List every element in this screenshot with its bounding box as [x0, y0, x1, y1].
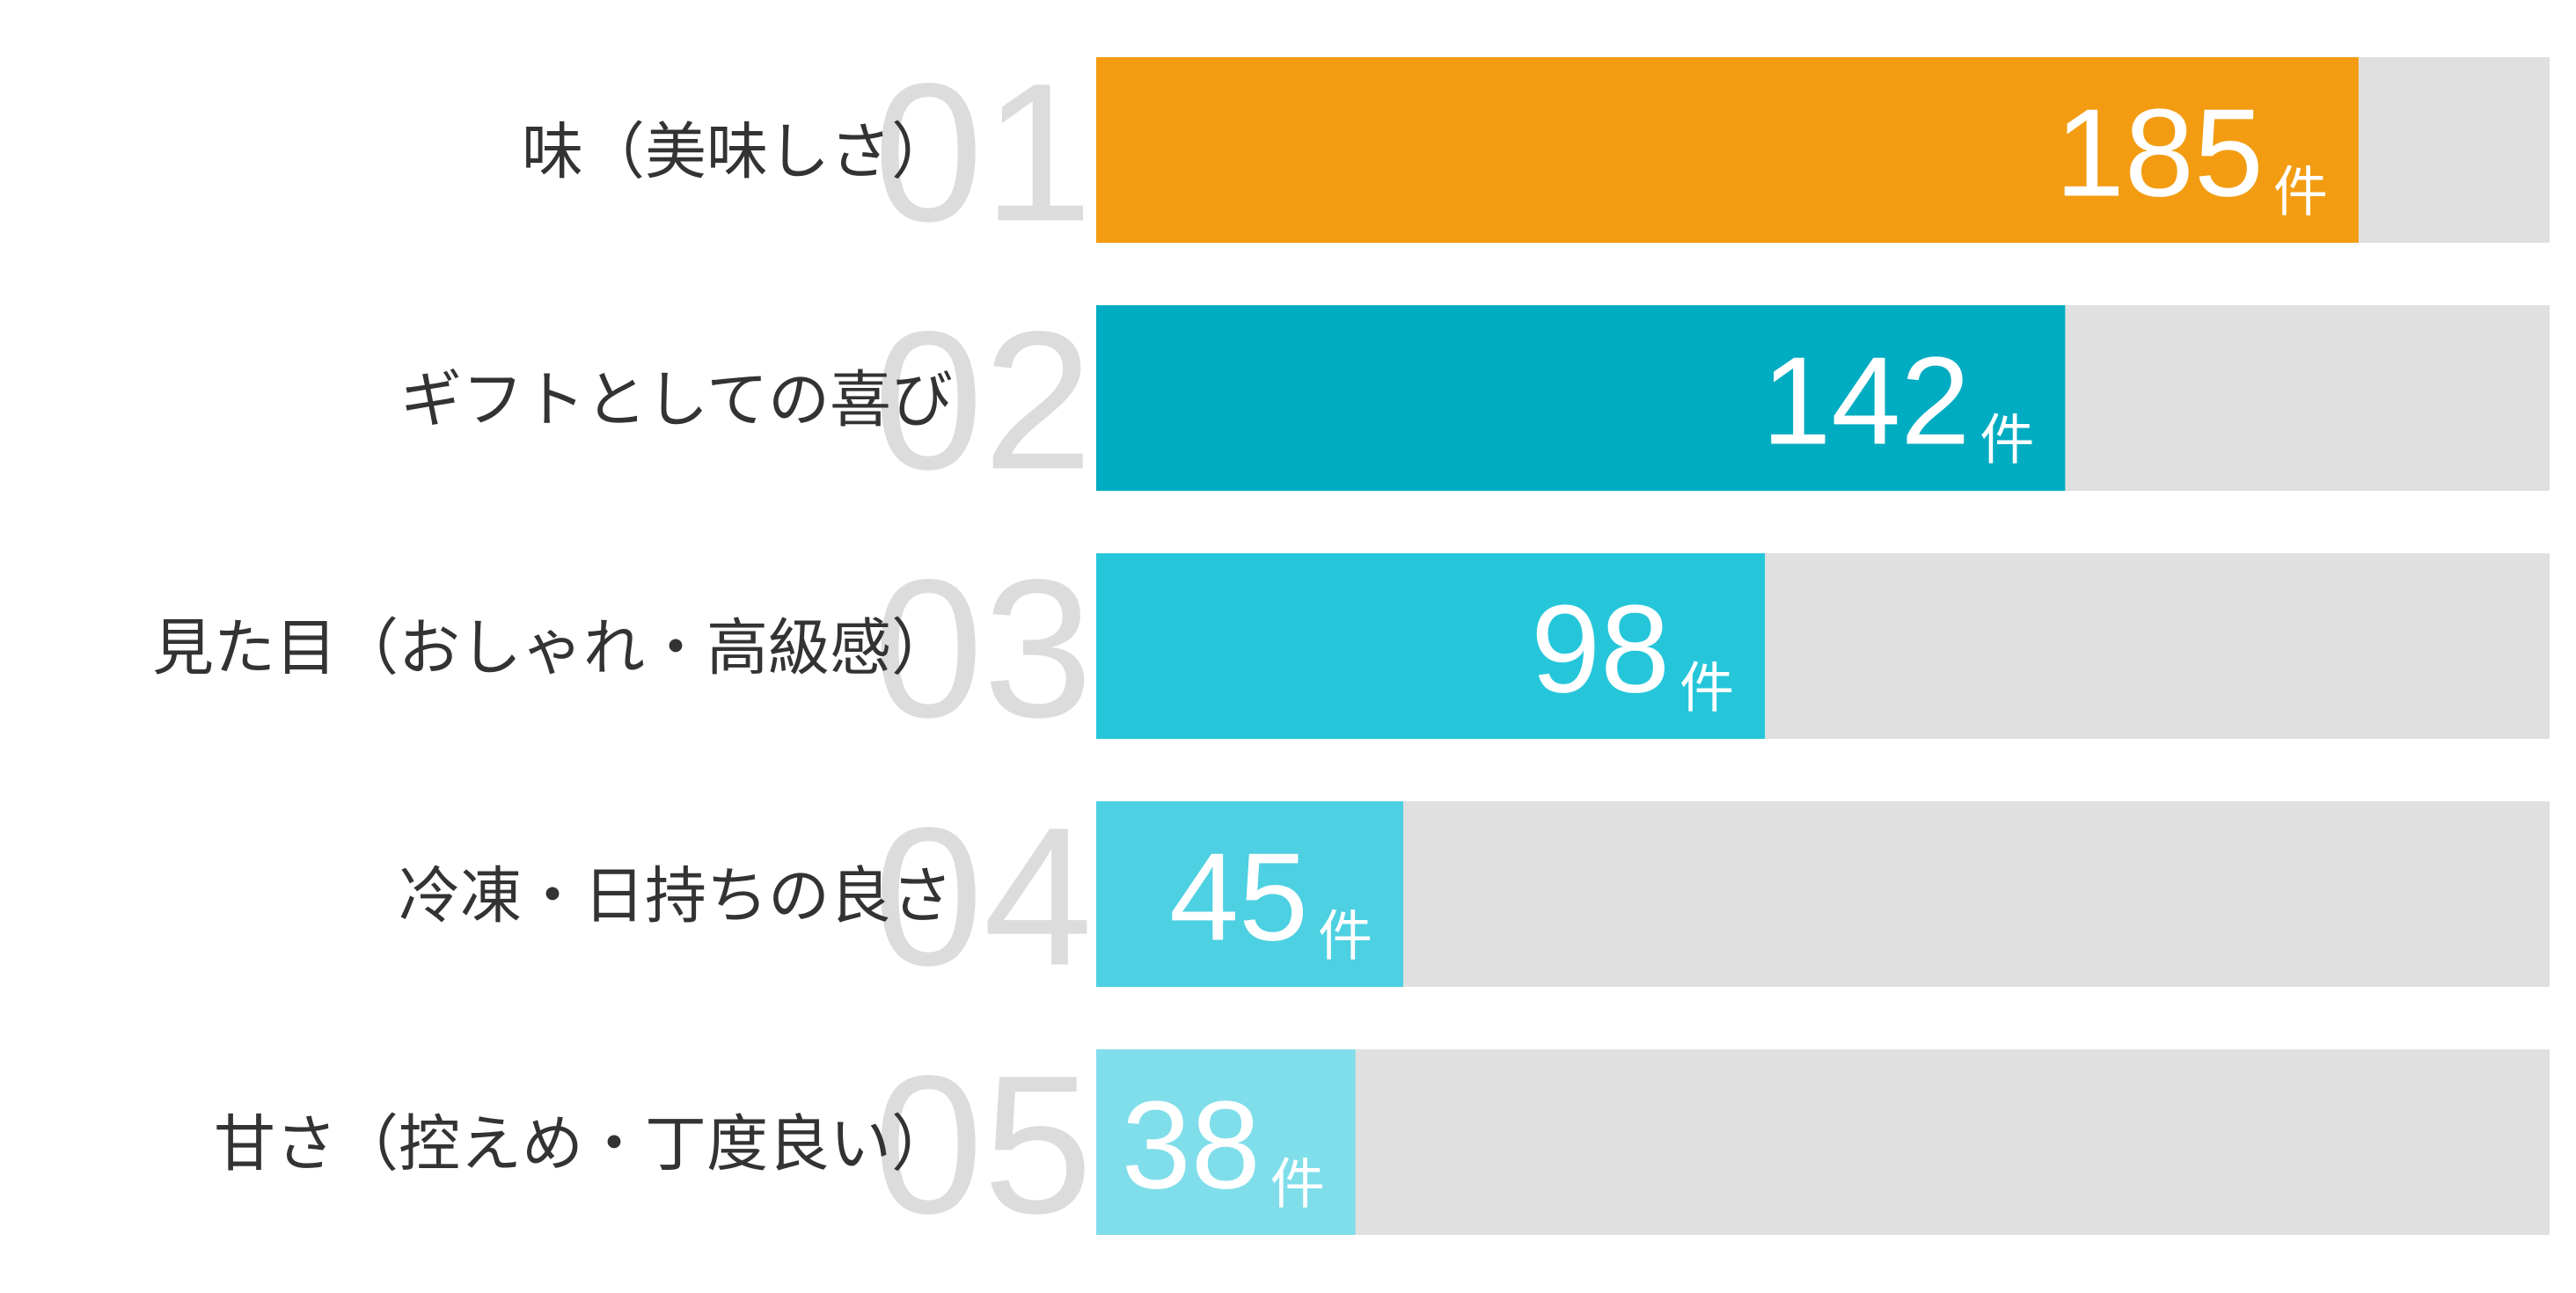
category-label: 甘さ（控えめ・丁度良い）: [214, 1108, 953, 1180]
value-label: 45: [1169, 828, 1308, 968]
category-label: 見た目（おしゃれ・高級感）: [152, 612, 953, 684]
category-label: ギフトとしての喜び: [400, 364, 953, 436]
rank-number: 05: [874, 1035, 1093, 1255]
value-label: 185: [2055, 84, 2264, 223]
bar: [1096, 305, 2066, 491]
rank-number: 01: [874, 43, 1093, 263]
value-unit: 件: [2273, 160, 2328, 224]
value-label: 142: [1761, 332, 1970, 471]
bar: [1096, 1049, 1356, 1235]
rank-number: 04: [874, 787, 1093, 1007]
rank-number: 03: [874, 539, 1093, 759]
category-label: 冷凍・日持ちの良さ: [399, 860, 953, 932]
bar: [1096, 57, 2359, 243]
value-label: 98: [1531, 580, 1670, 720]
value-unit: 件: [1270, 1152, 1325, 1216]
bar: [1096, 553, 1766, 739]
bar: [1096, 801, 1404, 987]
value-label: 38: [1122, 1076, 1261, 1216]
category-label: 味（美味しさ）: [522, 116, 953, 188]
value-unit: 件: [1980, 408, 2034, 472]
rank-number: 02: [874, 291, 1093, 511]
value-unit: 件: [1680, 656, 1734, 720]
value-unit: 件: [1318, 904, 1372, 968]
